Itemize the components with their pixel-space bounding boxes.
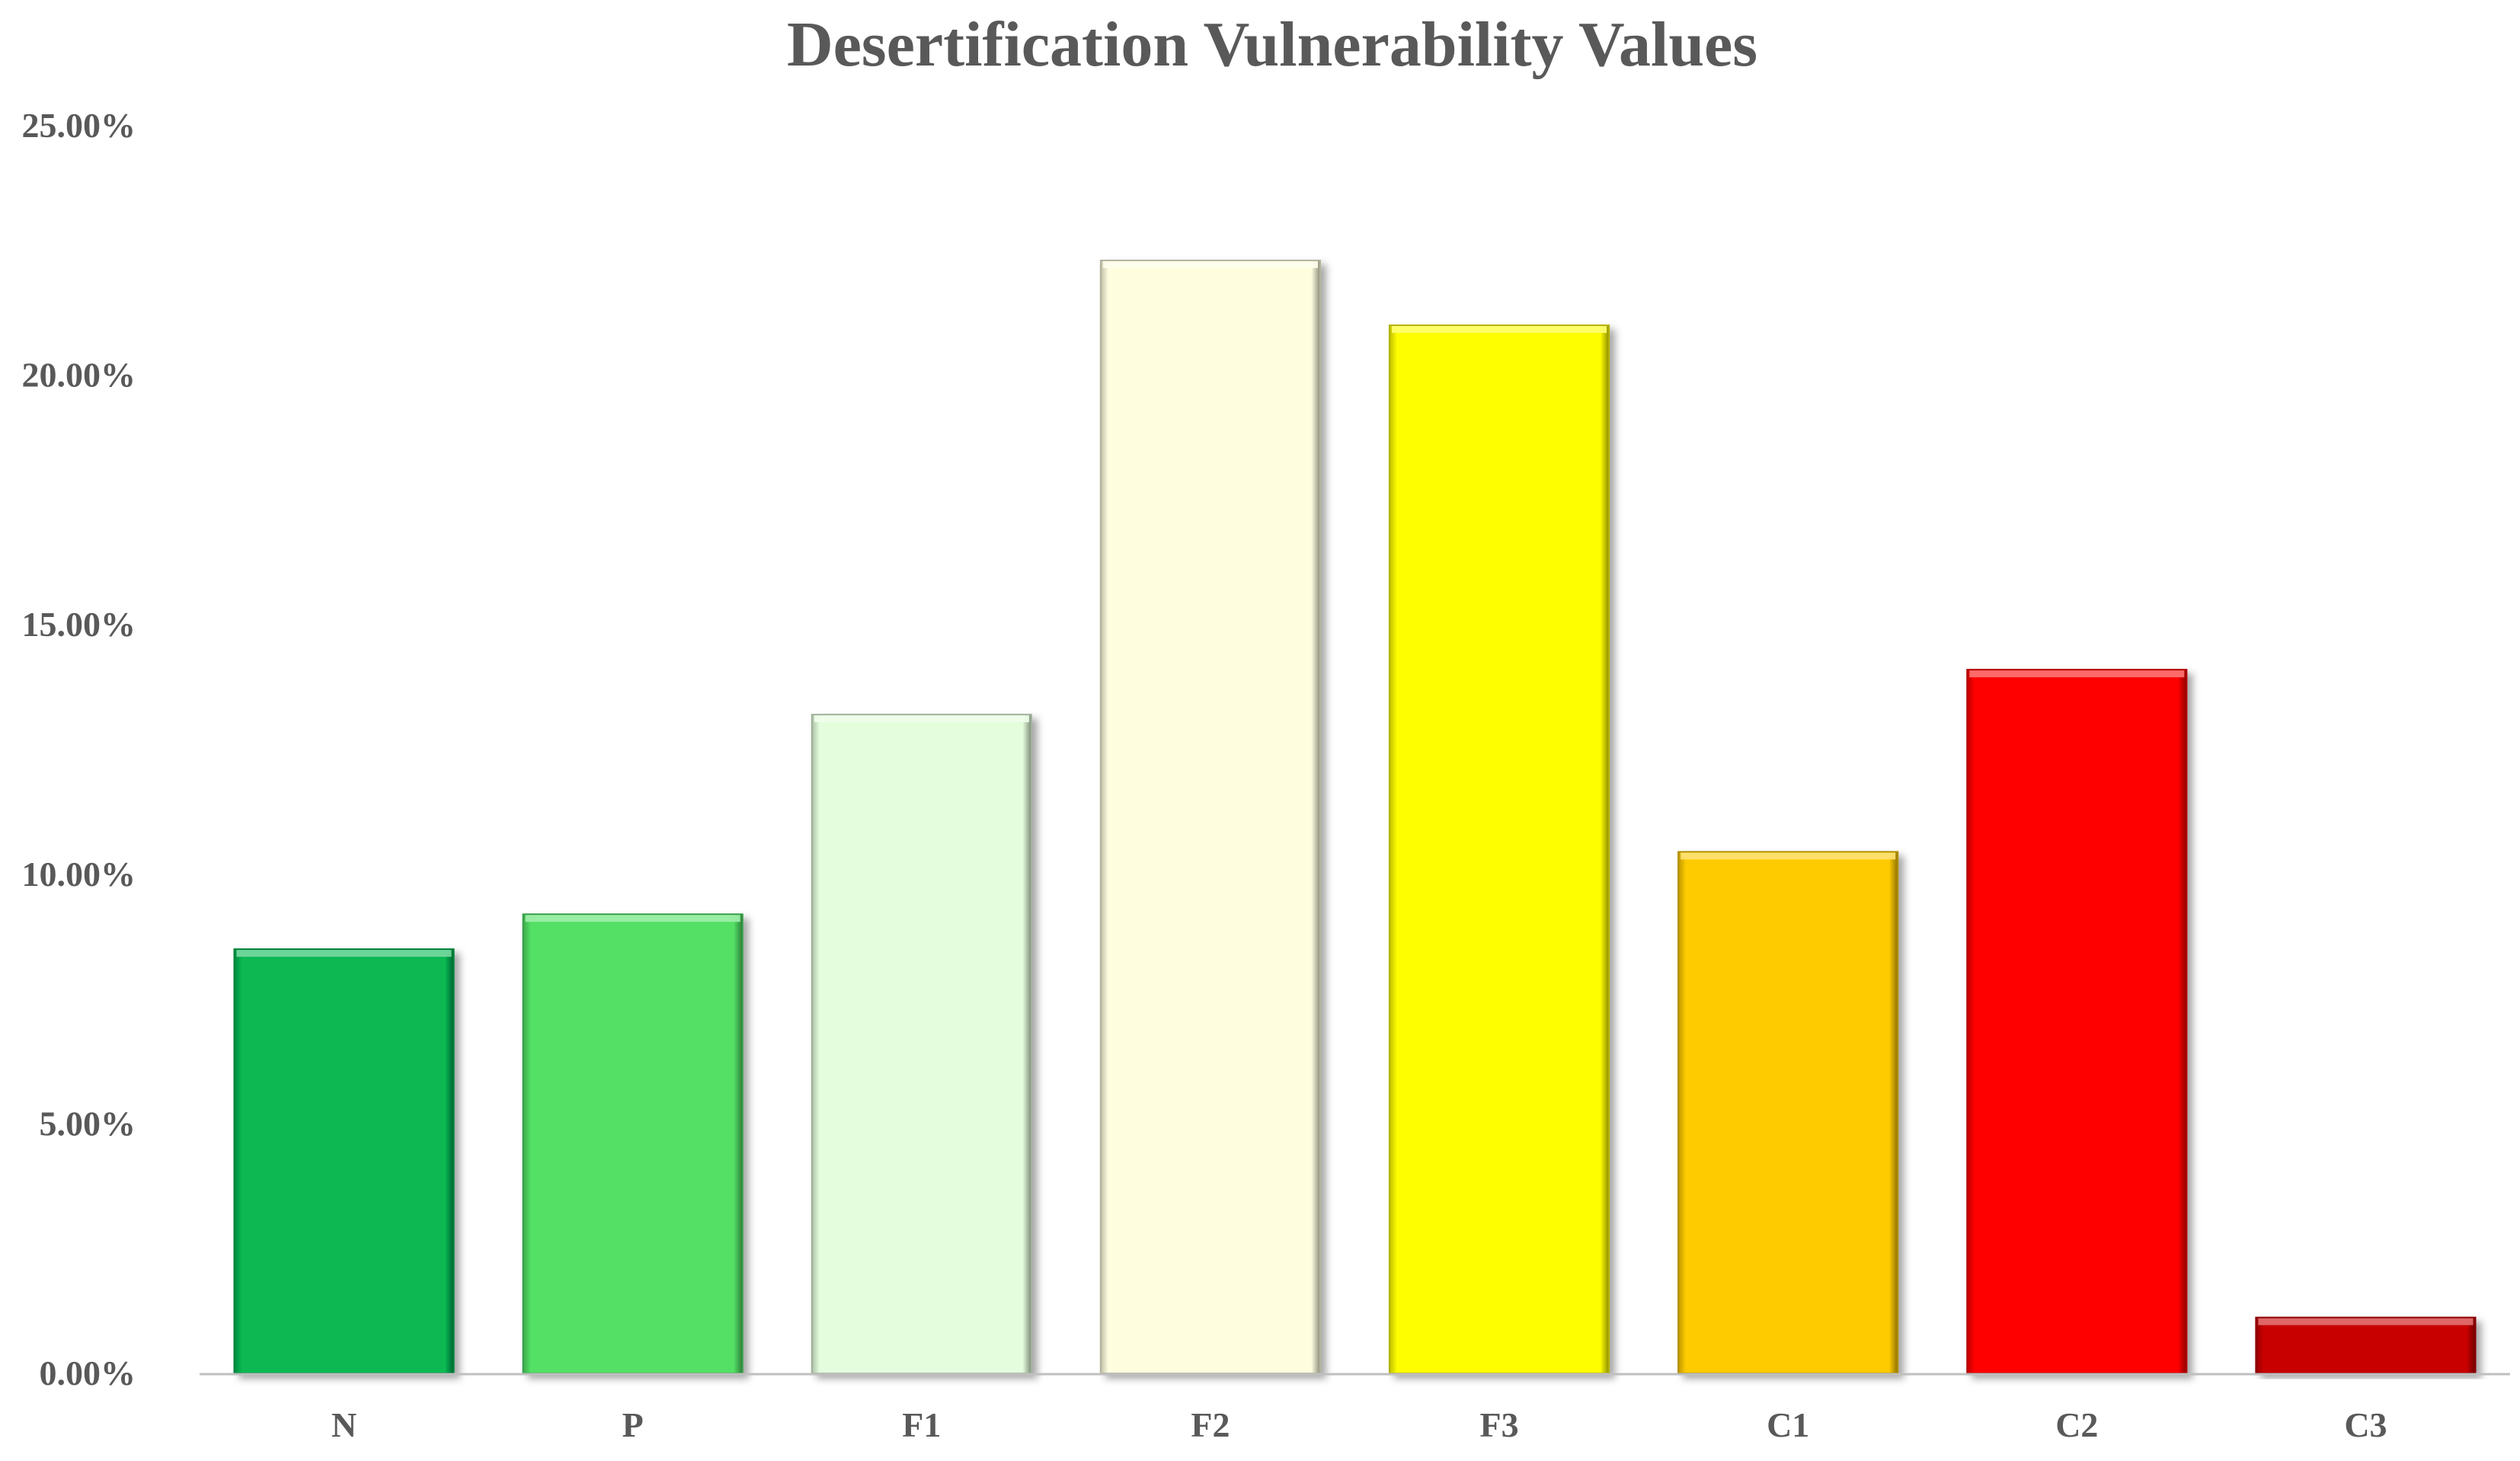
y-tick-label: 15.00% — [22, 605, 136, 644]
x-category-label: C2 — [2055, 1405, 2098, 1444]
bar-rect — [1099, 259, 1322, 1374]
bar-n — [233, 948, 455, 1374]
bar-bevel-highlight — [1969, 670, 2185, 678]
bar-bevel-highlight — [1102, 261, 1319, 268]
y-tick-label: 20.00% — [22, 356, 136, 395]
bar-rect — [1388, 324, 1610, 1375]
x-category-label: F1 — [902, 1405, 941, 1444]
x-category-label: F3 — [1480, 1405, 1519, 1444]
y-axis-tick-labels: 0.00% 5.00% 10.00% 15.00% 20.00% 25.00% — [22, 106, 136, 1392]
bar-c3 — [2255, 1316, 2477, 1374]
bar-series — [233, 259, 2477, 1375]
bar-bevel-highlight — [1681, 852, 1896, 860]
bar-bevel-highlight — [1391, 326, 1607, 334]
bar-rect — [1677, 851, 1899, 1375]
bar-bevel-highlight — [236, 950, 452, 957]
y-tick-label: 10.00% — [22, 855, 136, 894]
bar-c2 — [1966, 669, 2188, 1374]
x-axis-category-labels: N P F1 F2 F3 C1 C2 C3 — [331, 1405, 2387, 1444]
x-category-label: C3 — [2344, 1405, 2387, 1444]
bar-rect — [2255, 1316, 2477, 1374]
bar-rect — [811, 714, 1032, 1374]
bar-f2 — [1099, 259, 1322, 1374]
bar-rect — [233, 948, 455, 1374]
y-tick-label: 25.00% — [22, 106, 136, 145]
bar-f3 — [1388, 324, 1610, 1375]
bar-bevel-highlight — [814, 715, 1029, 723]
chart-title: Desertification Vulnerability Values — [787, 9, 1757, 80]
bar-rect — [1966, 669, 2188, 1374]
bar-rect — [522, 913, 744, 1374]
x-category-label: F2 — [1191, 1405, 1230, 1444]
x-category-label: C1 — [1767, 1405, 1809, 1444]
x-category-label: P — [622, 1405, 644, 1444]
y-tick-label: 5.00% — [40, 1104, 136, 1143]
bar-c1 — [1677, 851, 1899, 1375]
y-tick-label: 0.00% — [40, 1354, 136, 1392]
x-category-label: N — [331, 1405, 357, 1444]
bar-p — [522, 913, 744, 1374]
bar-f1 — [811, 714, 1032, 1374]
bar-bevel-highlight — [525, 915, 740, 922]
bar-bevel-highlight — [2258, 1318, 2474, 1325]
